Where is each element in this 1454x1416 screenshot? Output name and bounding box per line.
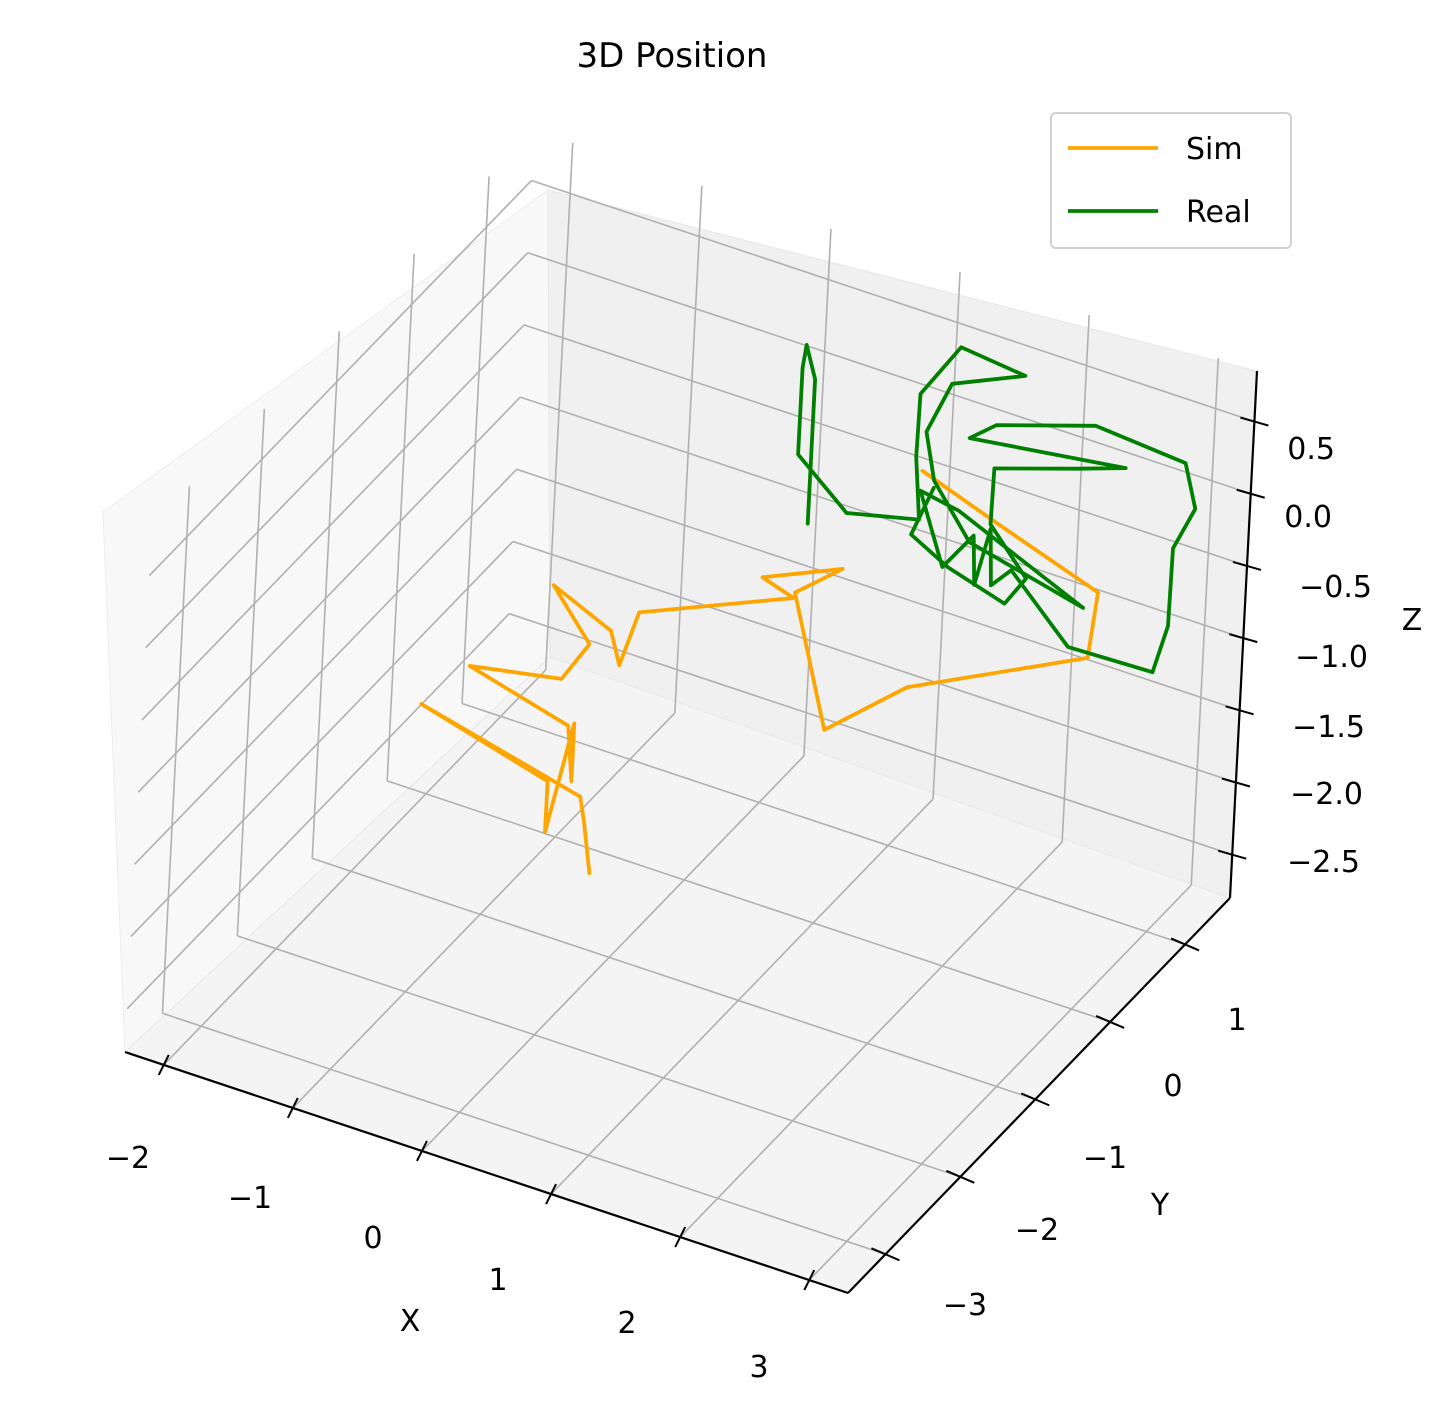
x-tick-label: 2 bbox=[617, 1306, 636, 1341]
series-line-real bbox=[796, 343, 1198, 675]
x-tick-labels: −2 −1 0 1 2 3 bbox=[106, 1141, 769, 1385]
y-axis-line bbox=[847, 897, 1231, 1294]
x-tick-mark bbox=[416, 1140, 428, 1162]
z-tick-label: −0.5 bbox=[1299, 570, 1372, 605]
y-tick-label: 1 bbox=[1227, 1003, 1246, 1038]
grid-line-x-back bbox=[932, 271, 961, 800]
z-axis-label: Z bbox=[1402, 603, 1423, 638]
y-axis-label: Y bbox=[1150, 1188, 1170, 1223]
x-tick-label: 1 bbox=[488, 1263, 507, 1298]
z-tick-label: 0.5 bbox=[1287, 432, 1335, 467]
grid-line-x-floor bbox=[163, 669, 547, 1066]
y-tick-label: −2 bbox=[1015, 1213, 1059, 1248]
grid-line-x-back bbox=[803, 228, 832, 757]
grid-line-x-back bbox=[544, 142, 574, 670]
grid-line-z-left bbox=[137, 396, 521, 793]
z-tick-label: −2.0 bbox=[1290, 777, 1363, 812]
y-tick-label: −3 bbox=[943, 1288, 987, 1323]
x-tick-mark bbox=[803, 1269, 816, 1291]
grid-line-y-floor bbox=[386, 780, 1111, 1023]
grid-line-z-back bbox=[531, 179, 1255, 423]
legend: Sim Real bbox=[1050, 112, 1292, 249]
grid-line-x-back bbox=[1190, 358, 1220, 886]
x-tick-mark bbox=[674, 1226, 687, 1248]
y-tick-mark bbox=[1170, 937, 1200, 952]
grid-line-z-back bbox=[527, 251, 1251, 495]
z-tick-mark bbox=[1236, 488, 1265, 499]
grid-line-z-left bbox=[145, 252, 529, 649]
grid-line-y-left bbox=[236, 408, 266, 936]
grid-line-y-left bbox=[311, 331, 341, 859]
grid-line-x-back bbox=[674, 185, 703, 713]
grid-line-z-left bbox=[126, 613, 510, 1010]
grid-line-z-left bbox=[148, 179, 532, 577]
z-axis-line bbox=[1228, 370, 1259, 899]
grid-line-z-left bbox=[130, 540, 514, 938]
z-tick-mark bbox=[1221, 777, 1251, 788]
x-axis-line bbox=[124, 1050, 849, 1295]
x-tick-mark bbox=[286, 1097, 299, 1119]
grid-line-z-back bbox=[523, 324, 1248, 567]
z-tick-mark bbox=[1229, 633, 1258, 644]
y-tick-labels: −3 −2 −1 0 1 bbox=[943, 1003, 1247, 1323]
grid-line-y-left bbox=[386, 253, 415, 781]
legend-box bbox=[1050, 112, 1292, 249]
series-line-sim bbox=[419, 469, 1100, 875]
grid-line-z-left bbox=[141, 324, 525, 721]
grid-line-z-back bbox=[512, 540, 1237, 784]
legend-label-real: Real bbox=[1186, 195, 1251, 230]
y-tick-label: 0 bbox=[1163, 1069, 1182, 1104]
y-tick-label: −1 bbox=[1083, 1141, 1127, 1176]
z-tick-label: −2.5 bbox=[1287, 845, 1360, 880]
grid-line-z-back bbox=[508, 612, 1233, 856]
x-axis-label: X bbox=[400, 1304, 421, 1339]
grid-line-y-left bbox=[461, 176, 490, 704]
y-tick-mark bbox=[1020, 1092, 1050, 1107]
grid-line-x-floor bbox=[808, 884, 1192, 1281]
x-tick-label: −2 bbox=[106, 1141, 150, 1176]
z-tick-labels: −2.5 −2.0 −1.5 −1.0 −0.5 0.0 0.5 bbox=[1284, 432, 1372, 880]
grid-line-z-back bbox=[516, 468, 1240, 712]
y-tick-mark bbox=[1095, 1015, 1125, 1029]
x-tick-label: 0 bbox=[363, 1221, 382, 1256]
grid-line-z-left bbox=[134, 468, 518, 865]
grid-line-x-floor bbox=[292, 712, 676, 1109]
grid-line-y-floor bbox=[312, 857, 1036, 1101]
grid-line-x-floor bbox=[550, 798, 934, 1195]
x-tick-mark bbox=[545, 1183, 557, 1205]
grid-line-y-floor bbox=[237, 935, 961, 1178]
grid-line-y-floor bbox=[162, 1012, 886, 1256]
x-tick-mark bbox=[157, 1054, 170, 1076]
grid-line-y-left bbox=[161, 486, 191, 1014]
z-tick-mark bbox=[1217, 849, 1247, 860]
y-tick-mark bbox=[945, 1169, 975, 1184]
axis-ticks bbox=[157, 416, 1269, 1291]
z-tick-mark bbox=[1225, 705, 1254, 716]
grid-line-y-floor bbox=[461, 702, 1186, 946]
grid-line-x-floor bbox=[679, 841, 1063, 1238]
grid-line-x-floor bbox=[421, 755, 805, 1152]
z-tick-label: −1.0 bbox=[1295, 640, 1368, 675]
series-layer bbox=[419, 343, 1198, 875]
z-tick-mark bbox=[1232, 560, 1262, 571]
grid-lines bbox=[126, 142, 1255, 1281]
x-tick-label: 3 bbox=[749, 1350, 768, 1385]
z-tick-mark bbox=[1240, 416, 1269, 427]
y-tick-mark bbox=[871, 1247, 900, 1262]
x-tick-label: −1 bbox=[228, 1181, 272, 1216]
z-tick-label: 0.0 bbox=[1284, 500, 1332, 535]
chart-title: 3D Position bbox=[576, 36, 767, 76]
legend-label-sim: Sim bbox=[1186, 132, 1243, 167]
z-tick-label: −1.5 bbox=[1292, 710, 1365, 745]
